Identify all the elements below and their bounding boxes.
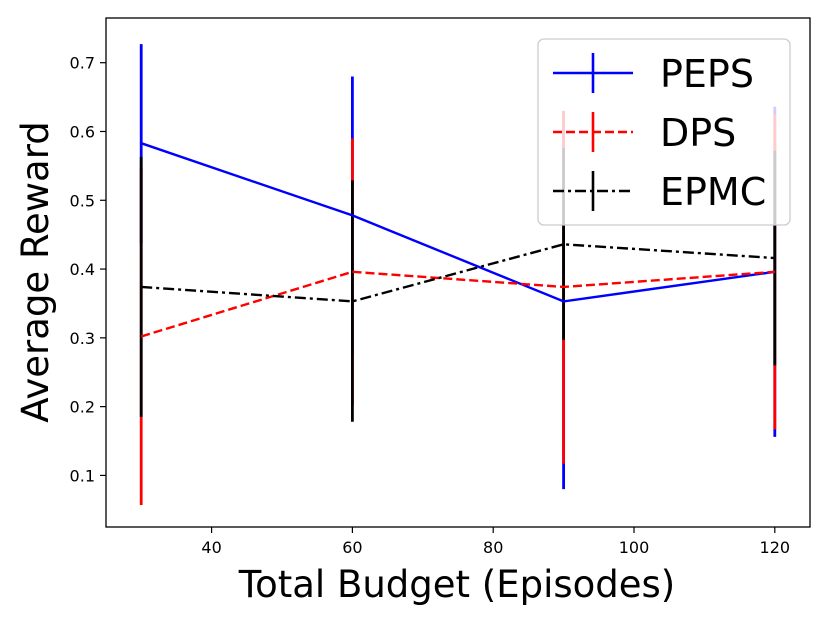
x-tick-label: 100 [619,538,650,557]
y-tick-label: 0.5 [70,191,95,210]
series-line-epmc [141,244,775,301]
x-tick-label: 60 [342,538,362,557]
x-tick-label: 40 [201,538,221,557]
legend: PEPS DPS EPMC [538,39,790,225]
x-tick-label: 120 [760,538,791,557]
y-tick-label: 0.6 [70,122,95,141]
y-tick-label: 0.7 [70,54,95,73]
series-line-dps [141,272,775,337]
x-tick-label: 80 [483,538,503,557]
y-tick-label: 0.4 [70,260,95,279]
legend-label-epmc: EPMC [660,170,766,214]
legend-label-peps: PEPS [660,52,754,96]
x-axis-label: Total Budget (Episodes) [238,563,675,606]
y-tick-label: 0.2 [70,398,95,417]
y-tick-label: 0.3 [70,329,95,348]
y-tick-label: 0.1 [70,466,95,485]
legend-label-dps: DPS [660,111,736,155]
y-axis-label: Average Reward [14,121,57,423]
